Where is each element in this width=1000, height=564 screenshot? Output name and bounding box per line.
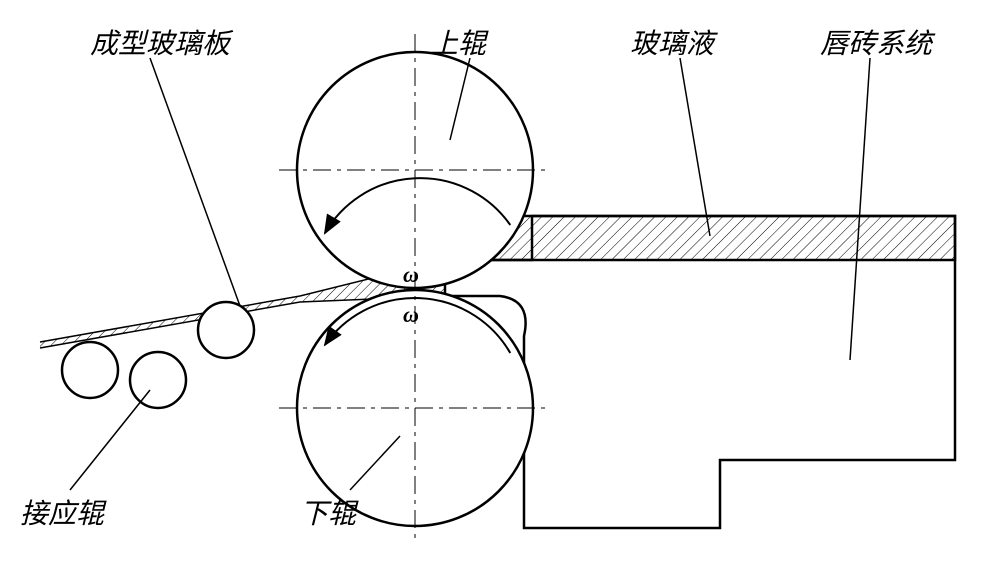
label-upper-roller: 上辊 <box>430 22 486 62</box>
label-molten-glass: 玻璃液 <box>630 22 714 62</box>
label-receiving-roller: 接应辊 <box>20 492 104 532</box>
glass-rolling-diagram: 成型玻璃板 上辊 玻璃液 唇砖系统 接应辊 下辊 ω ω <box>0 0 1000 564</box>
label-lower-roller: 下辊 <box>300 492 356 532</box>
label-omega-upper: ω <box>403 262 419 288</box>
label-omega-lower: ω <box>403 302 419 328</box>
diagram-svg <box>0 0 1000 564</box>
label-formed-glass: 成型玻璃板 <box>90 22 230 62</box>
label-lip-brick-system: 唇砖系统 <box>820 22 932 62</box>
